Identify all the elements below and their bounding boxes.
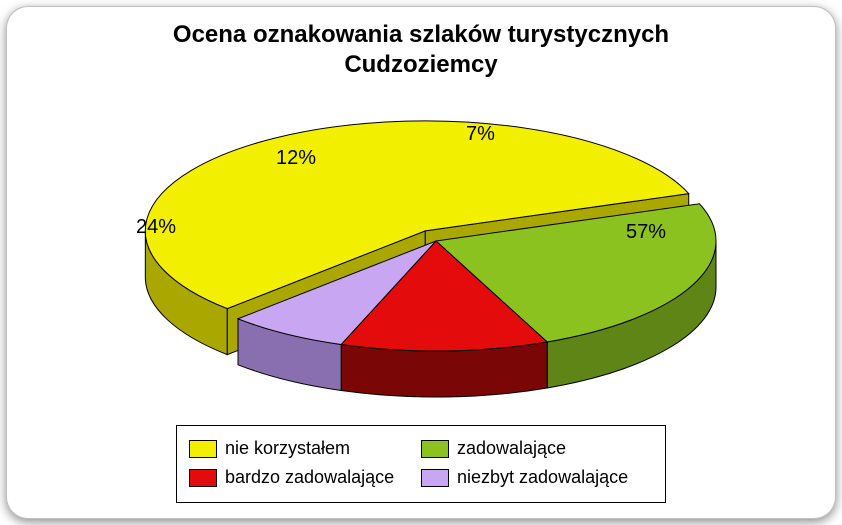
pie-chart: 57% 24% 12% 7% bbox=[46, 101, 796, 401]
chart-card: Ocena oznakowania szlaków turystycznych … bbox=[6, 6, 836, 519]
pct-label-niezbyt_zadowalajace: 7% bbox=[466, 123, 495, 146]
legend-label: niezbyt zadowalające bbox=[457, 467, 628, 488]
legend-item-niezbyt-zadowalajace: niezbyt zadowalające bbox=[421, 463, 653, 492]
chart-title: Ocena oznakowania szlaków turystycznych … bbox=[6, 20, 836, 80]
legend-swatch bbox=[421, 469, 449, 487]
legend-row: bardzo zadowalające niezbyt zadowalające bbox=[189, 463, 653, 492]
pct-label-bardzo_zadowalajace: 12% bbox=[276, 147, 316, 170]
chart-title-line1: Ocena oznakowania szlaków turystycznych bbox=[173, 21, 669, 48]
legend-swatch bbox=[189, 440, 217, 458]
pie-svg bbox=[46, 101, 796, 401]
legend-item-nie-korzystalem: nie korzystałem bbox=[189, 434, 421, 463]
legend: nie korzystałem zadowalające bardzo zado… bbox=[176, 425, 666, 503]
chart-title-line2: Cudzoziemcy bbox=[344, 51, 497, 78]
legend-swatch bbox=[421, 440, 449, 458]
legend-item-bardzo-zadowalajace: bardzo zadowalające bbox=[189, 463, 421, 492]
pct-label-nie_korzystalem: 57% bbox=[626, 221, 666, 244]
legend-label: nie korzystałem bbox=[225, 438, 350, 459]
legend-label: bardzo zadowalające bbox=[225, 467, 394, 488]
legend-label: zadowalające bbox=[457, 438, 566, 459]
legend-swatch bbox=[189, 469, 217, 487]
legend-item-zadowalajace: zadowalające bbox=[421, 434, 653, 463]
pct-label-zadowalajace: 24% bbox=[136, 216, 176, 239]
legend-row: nie korzystałem zadowalające bbox=[189, 434, 653, 463]
